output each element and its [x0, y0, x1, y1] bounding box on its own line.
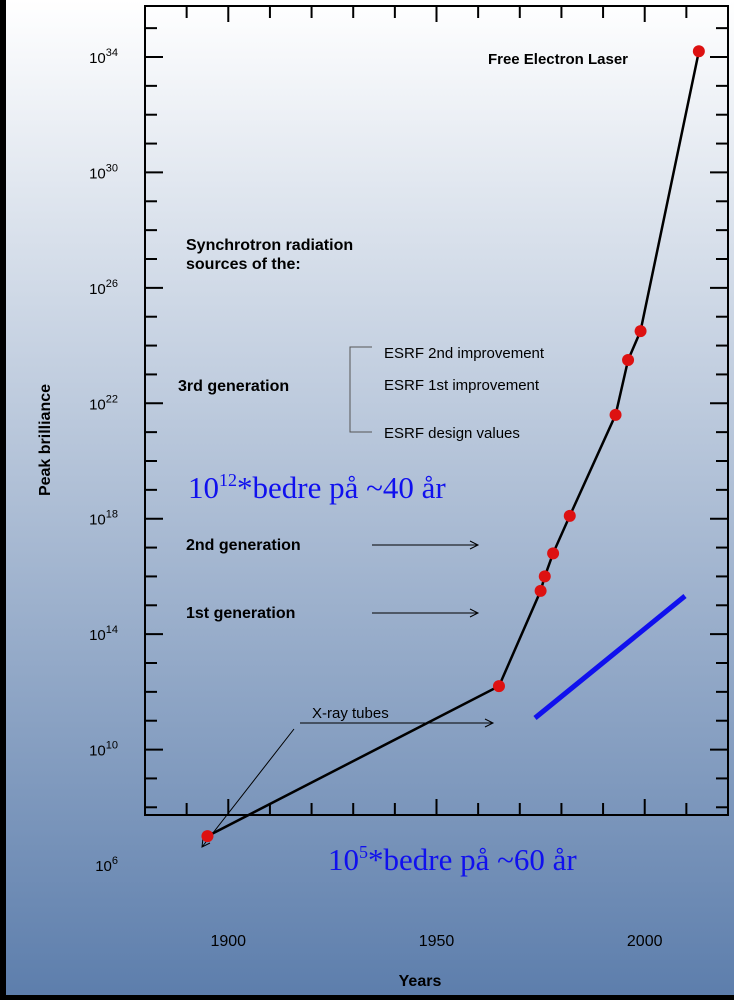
third-generation-label: 3rd generation — [178, 378, 289, 395]
data-point — [563, 509, 576, 522]
y-tick-label: 1022 — [89, 393, 118, 413]
y-tick-label: 1018 — [89, 509, 118, 529]
note-bottom: 105*bedre på ~60 år — [328, 842, 577, 877]
x-axis-title: Years — [399, 973, 442, 990]
first-generation-label: 1st generation — [186, 605, 295, 622]
y-tick-label: 1014 — [89, 624, 118, 644]
brilliance-line — [206, 50, 701, 838]
note-top: 1012*bedre på ~40 år — [188, 470, 446, 505]
data-point — [201, 830, 214, 843]
sr-title-line1: Synchrotron radiation — [186, 237, 353, 254]
third-generation-bracket — [349, 346, 372, 433]
data-points — [201, 45, 705, 843]
xray-tubes-label: X-ray tubes — [312, 705, 389, 722]
y-tick-label: 1030 — [89, 162, 118, 182]
y-tick-label: 106 — [95, 855, 118, 875]
data-point — [609, 408, 622, 421]
free-electron-laser-label: Free Electron Laser — [488, 51, 628, 68]
x-tick-labels: 1900 1950 2000 — [210, 933, 662, 950]
data-point — [538, 570, 551, 583]
x-tick-label: 1950 — [419, 933, 455, 950]
data-point — [547, 547, 560, 560]
x-tick-label: 1900 — [210, 933, 246, 950]
second-generation-arrow — [372, 540, 480, 550]
sr-title-line2: sources of the: — [186, 256, 301, 273]
xray-tubes-arrow-right — [300, 718, 495, 728]
data-point — [534, 584, 547, 597]
esrf-1st-label: ESRF 1st improvement — [384, 377, 540, 394]
y-tick-label: 1010 — [89, 740, 118, 760]
trend-slope-line — [533, 594, 687, 720]
left-border — [0, 0, 6, 995]
y-tick-labels: 106 1010 1014 1018 1022 1026 1030 1034 — [89, 47, 118, 875]
esrf-2nd-label: ESRF 2nd improvement — [384, 345, 545, 362]
axis-ticks — [145, 6, 728, 815]
y-tick-label: 1026 — [89, 278, 118, 298]
second-generation-label: 2nd generation — [186, 537, 301, 554]
data-point — [492, 680, 505, 693]
data-point — [622, 354, 635, 366]
x-tick-label: 2000 — [627, 933, 663, 950]
data-point — [692, 45, 705, 58]
esrf-design-label: ESRF design values — [384, 425, 520, 442]
first-generation-arrow — [372, 608, 480, 618]
y-axis-title: Peak brilliance — [37, 384, 54, 496]
xray-tubes-arrow-left — [201, 728, 295, 848]
y-tick-label: 1034 — [89, 47, 118, 67]
data-point — [634, 325, 647, 338]
